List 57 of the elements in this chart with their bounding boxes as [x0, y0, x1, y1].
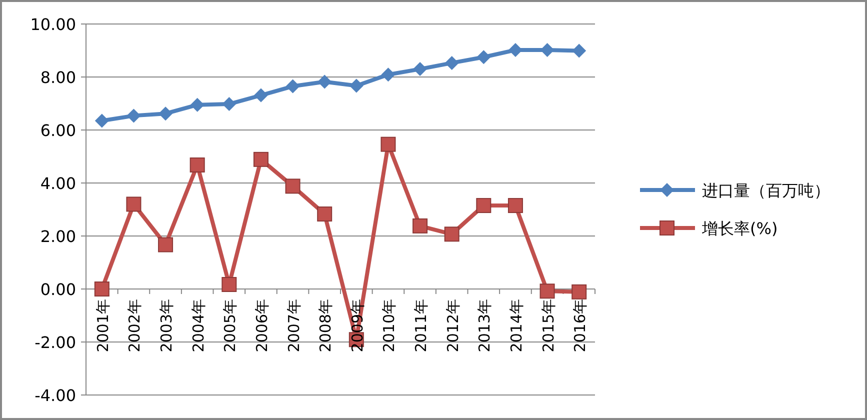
point: [572, 284, 587, 300]
x-tick-label: 2004年: [189, 299, 208, 352]
y-tick-label: 2.00: [40, 227, 76, 246]
y-tick-label: 0.00: [40, 280, 76, 299]
point: [444, 56, 459, 70]
point: [254, 88, 268, 102]
point: [508, 198, 523, 214]
point: [317, 206, 332, 222]
x-tick-label: 2007年: [284, 299, 303, 352]
point: [381, 68, 396, 82]
point: [286, 79, 300, 94]
point: [444, 226, 460, 242]
y-tick-label: 8.00: [40, 68, 76, 87]
point: [380, 136, 396, 152]
point: [540, 284, 555, 299]
point: [349, 78, 364, 93]
x-tick-label: 2015年: [539, 299, 558, 352]
x-tick-label: 2003年: [158, 299, 176, 352]
legend-label: 增长率(%): [701, 219, 778, 238]
x-tick-label: 2014年: [507, 299, 526, 352]
point: [285, 178, 300, 194]
x-tick-label: 2016年: [571, 299, 590, 352]
x-tick-label: 2002年: [126, 299, 144, 352]
legend-label: 进口量（百万吨）: [702, 181, 830, 200]
point: [572, 44, 586, 58]
point: [476, 50, 491, 64]
x-tick-label: 2013年: [476, 299, 494, 352]
x-tick-label: 2001年: [94, 299, 112, 352]
point: [190, 98, 204, 112]
point: [158, 237, 174, 252]
point: [476, 198, 492, 214]
x-tick-label: 2009年: [348, 299, 366, 352]
point: [158, 106, 173, 121]
point: [318, 74, 332, 89]
point: [222, 276, 237, 292]
x-tick-label: 2008年: [316, 299, 335, 352]
point: [126, 108, 141, 123]
x-tick-label: 2005年: [221, 299, 240, 352]
x-tick-label: 2011年: [412, 299, 430, 352]
point: [412, 218, 428, 234]
point: [190, 157, 205, 172]
y-tick-label: 10.00: [30, 15, 76, 34]
x-tick-label: 2010年: [380, 299, 398, 352]
point: [94, 282, 110, 296]
y-tick-label: -2.00: [34, 333, 76, 352]
point: [94, 114, 109, 128]
point: [508, 42, 522, 57]
point: [540, 42, 554, 57]
y-tick-label: 6.00: [40, 121, 76, 140]
point: [253, 152, 268, 167]
point: [126, 196, 142, 212]
x-tick-label: 2006年: [252, 299, 271, 352]
point: [222, 97, 236, 112]
x-tick-label: 2012年: [444, 299, 462, 352]
y-tick-label: 4.00: [40, 174, 76, 193]
y-tick-label: -4.00: [34, 386, 76, 405]
point: [413, 62, 428, 76]
